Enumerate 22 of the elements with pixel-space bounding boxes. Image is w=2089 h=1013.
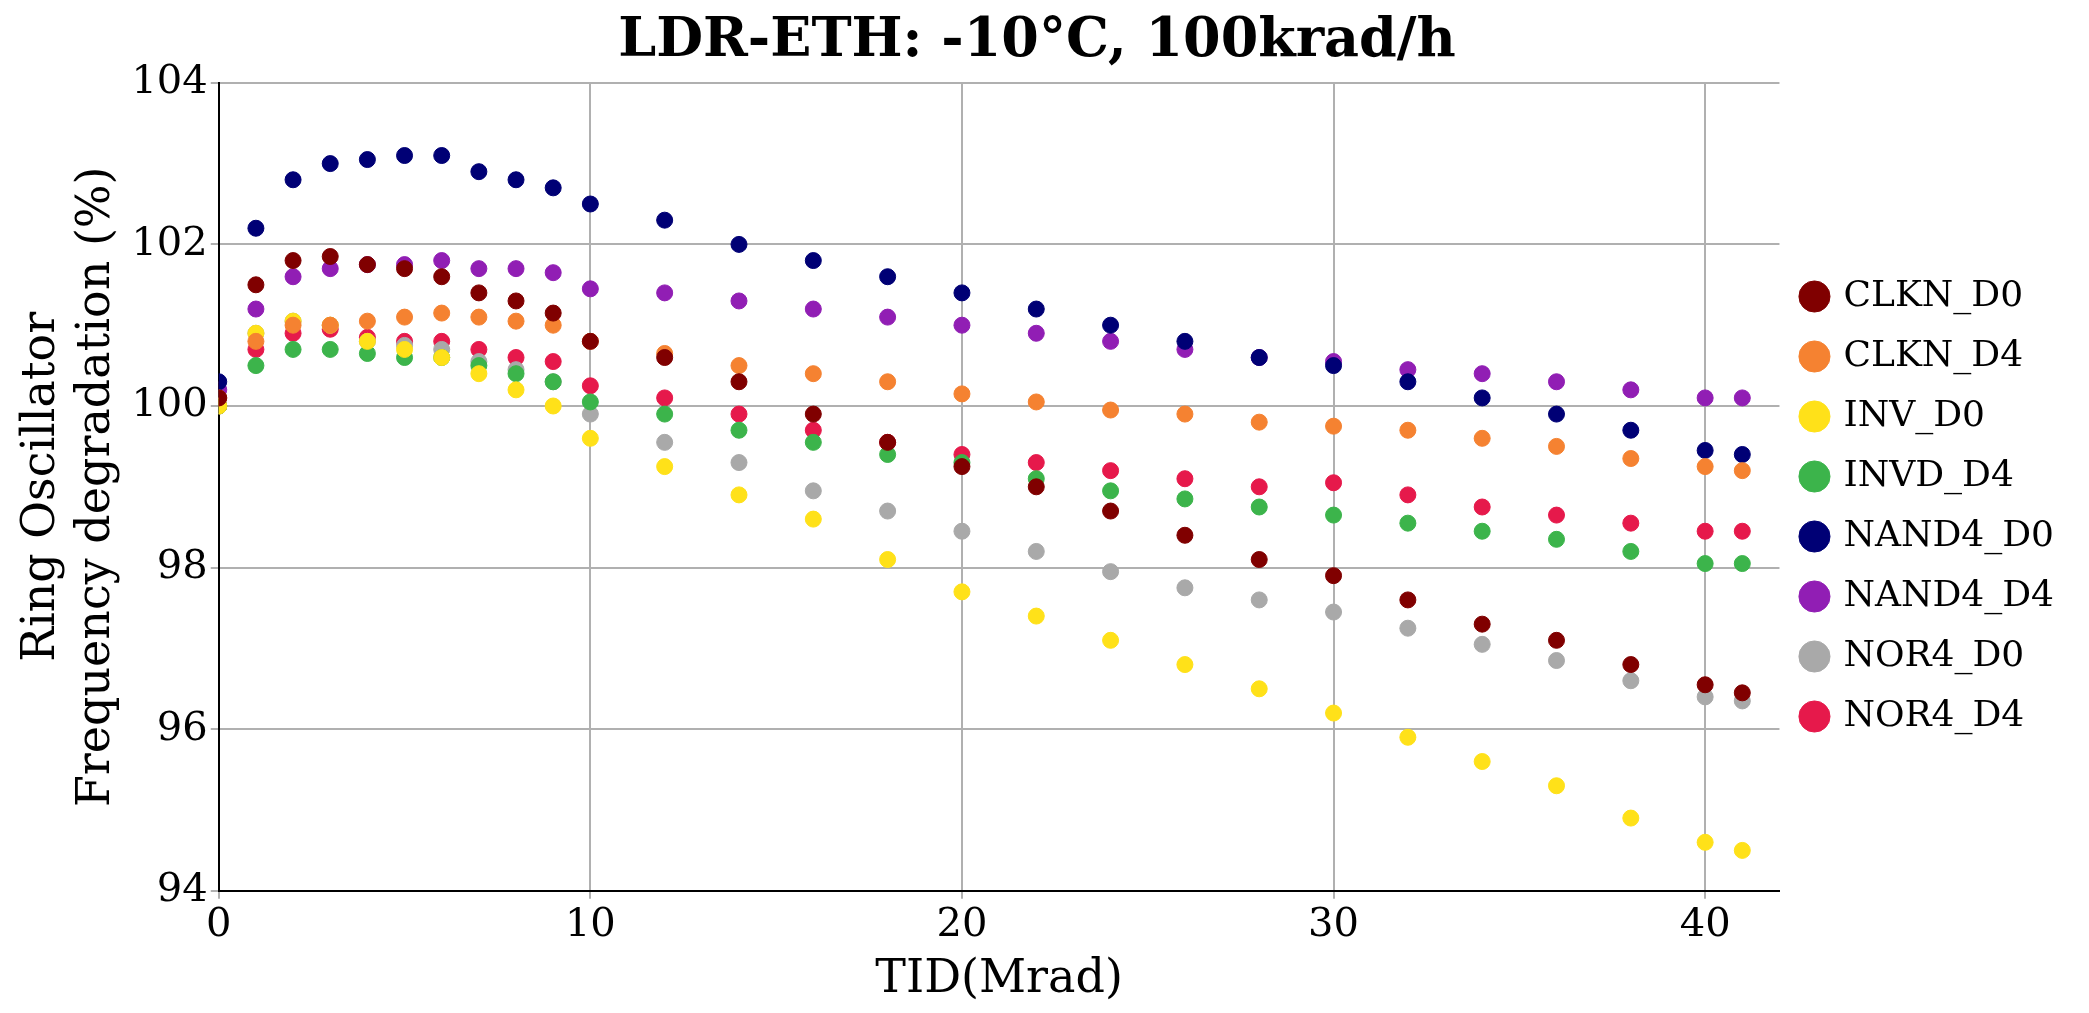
x-axis-title: TID(Mrad) (875, 949, 1123, 1004)
y-tick-label: 98 (156, 540, 208, 587)
legend-label: CLKN_D0 (1843, 272, 2024, 315)
legend-label: NAND4_D4 (1843, 572, 2055, 615)
legend-label: NAND4_D0 (1843, 512, 2055, 555)
y-tick-label: 94 (156, 864, 208, 911)
x-tick-label: 10 (564, 899, 616, 946)
legend-label: NOR4_D4 (1843, 692, 2025, 735)
x-tick-label: 40 (1679, 899, 1731, 946)
legend-label: NOR4_D0 (1843, 632, 2025, 675)
legend-label: CLKN_D4 (1843, 332, 2024, 375)
x-tick-label: 20 (936, 899, 988, 946)
y-tick-label: 104 (131, 56, 208, 103)
y-tick-label: 100 (131, 379, 208, 426)
chart-title: LDR-ETH: -10°C, 100krad/h (618, 5, 1456, 70)
legend-label: INVD_D4 (1843, 452, 2014, 495)
y-tick-label: 102 (131, 217, 208, 264)
x-tick-label: 0 (206, 899, 232, 946)
x-tick-label: 30 (1308, 899, 1359, 946)
legend-label: INV_D0 (1843, 392, 1985, 435)
y-axis-title: Ring Oscillator Frequency degradation (%) (10, 166, 120, 808)
y-tick-label: 96 (156, 702, 208, 749)
